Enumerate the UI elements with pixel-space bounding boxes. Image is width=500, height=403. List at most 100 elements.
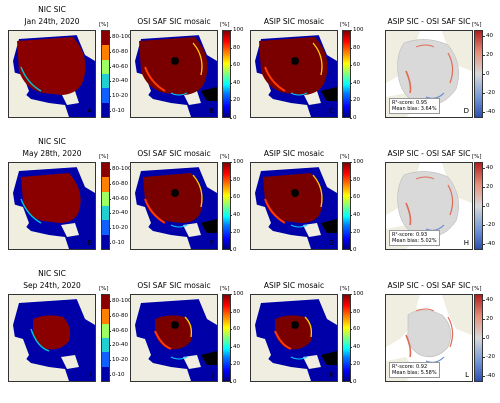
panel-letter: F — [209, 239, 214, 247]
colorbar-tick: -20 — [483, 90, 495, 96]
colorbar-tick: 0 — [230, 247, 237, 253]
colorbar-unit: [%] — [99, 154, 109, 160]
colorbar-tick: 10-20 — [109, 93, 128, 99]
diff-panel-title: ASIP SIC - OSI SAF SIC — [387, 281, 471, 290]
panel-letter: J — [211, 371, 214, 379]
colorbar-tick: 80 — [230, 308, 240, 315]
panel-letter: B — [209, 107, 214, 115]
colorbar-tick: 40 — [350, 211, 360, 218]
colorbar-segment — [102, 88, 109, 103]
colorbar-segment — [102, 366, 109, 381]
asip-colorbar — [342, 294, 351, 382]
nic-map: A — [8, 30, 96, 118]
colorbar-tick: 40 — [483, 297, 493, 303]
colorbar-tick: 0 — [350, 115, 357, 121]
colorbar-tick: -40 — [483, 373, 495, 379]
colorbar-tick: 0-10 — [108, 371, 125, 378]
colorbar-tick: 20 — [230, 97, 240, 104]
colorbar-tick: 60 — [350, 194, 360, 201]
colorbar-segment — [102, 45, 109, 60]
r2-score: R²-score: 0.93 — [392, 232, 428, 238]
colorbar-segment — [102, 59, 109, 75]
nic-map: I — [8, 294, 96, 382]
colorbar-segment — [102, 309, 109, 324]
colorbar-tick: 80 — [350, 176, 360, 183]
colorbar-tick: 100 — [230, 159, 244, 165]
colorbar-tick: 60 — [350, 326, 360, 333]
panel-letter: H — [463, 239, 469, 247]
colorbar-tick: 60 — [230, 62, 240, 69]
osi-colorbar — [222, 294, 231, 382]
asip-map: C — [250, 30, 338, 118]
colorbar-unit: [%] — [220, 286, 230, 292]
stats-box: R²-score: 0.92 Mean bias: 5.58% — [389, 362, 440, 378]
diff-map: D R²-score: 0.95 Mean bias: 3.64% — [385, 30, 473, 118]
colorbar-unit: [%] — [340, 22, 350, 28]
colorbar-tick: 40-60 — [109, 327, 128, 334]
nic-colorbar — [101, 30, 110, 118]
colorbar-tick: 20-40 — [109, 210, 128, 217]
colorbar-segment — [102, 206, 109, 221]
colorbar-segment — [102, 323, 109, 339]
colorbar-tick: 20-40 — [109, 78, 128, 85]
stats-box: R²-score: 0.95 Mean bias: 3.64% — [389, 98, 440, 114]
colorbar-tick: 20 — [483, 184, 493, 190]
colorbar-tick: 100 — [350, 27, 364, 33]
diff-colorbar — [474, 162, 483, 250]
nic-panel-title: NIC SIC — [38, 5, 66, 14]
colorbar-tick: 0 — [350, 379, 357, 385]
colorbar-tick: 40 — [230, 211, 240, 218]
panel-letter: G — [328, 239, 334, 247]
colorbar-tick: 0 — [230, 115, 237, 121]
colorbar-tick: 20 — [230, 229, 240, 236]
nic-colorbar — [101, 162, 110, 250]
nic-panel-title: Jan 24th, 2020 — [24, 17, 80, 26]
colorbar-tick: 40-60 — [109, 63, 128, 70]
colorbar-unit: [%] — [472, 154, 482, 160]
colorbar-tick: 60 — [230, 326, 240, 333]
osi-map: J — [130, 294, 218, 382]
asip-panel-title: ASIP SIC mosaic — [263, 149, 325, 158]
colorbar-unit: [%] — [340, 286, 350, 292]
colorbar-segment — [102, 352, 109, 367]
colorbar-tick: 100 — [230, 291, 244, 297]
colorbar-segment — [102, 74, 109, 89]
colorbar-unit: [%] — [340, 154, 350, 160]
colorbar-segment — [102, 295, 109, 310]
nic-panel-title: NIC SIC — [38, 137, 66, 146]
colorbar-tick: 0 — [483, 203, 490, 209]
nic-colorbar — [101, 294, 110, 382]
colorbar-tick: 0 — [483, 335, 490, 341]
panel-letter: A — [87, 107, 92, 115]
colorbar-tick: 20 — [483, 52, 493, 58]
colorbar-tick: 100 — [350, 159, 364, 165]
nic-map: E — [8, 162, 96, 250]
colorbar-tick: 100 — [350, 291, 364, 297]
mean-bias: Mean bias: 3.64% — [392, 106, 437, 112]
colorbar-tick: -40 — [483, 241, 495, 247]
colorbar-unit: [%] — [99, 286, 109, 292]
colorbar-tick: 60-80 — [109, 313, 128, 319]
colorbar-unit: [%] — [220, 154, 230, 160]
colorbar-tick: 40 — [483, 165, 493, 171]
colorbar-tick: 80 — [350, 44, 360, 51]
colorbar-tick: 10-20 — [109, 357, 128, 363]
colorbar-tick: 80 — [230, 44, 240, 51]
colorbar-unit: [%] — [220, 22, 230, 28]
diff-colorbar — [474, 30, 483, 118]
colorbar-tick: -20 — [483, 222, 495, 228]
asip-colorbar — [342, 30, 351, 118]
nic-panel-title: May 28th, 2020 — [22, 149, 82, 158]
colorbar-tick: 10-20 — [109, 225, 128, 231]
colorbar-tick: 80 — [350, 308, 360, 315]
colorbar-tick: 40 — [350, 79, 360, 86]
r2-score: R²-score: 0.95 — [392, 100, 428, 106]
colorbar-segment — [102, 234, 109, 249]
osi-panel-title: OSI SAF SIC mosaic — [137, 149, 211, 158]
colorbar-tick: 0 — [350, 247, 357, 253]
colorbar-tick: 0 — [483, 71, 490, 77]
nic-panel-title: NIC SIC — [38, 269, 66, 278]
colorbar-segment — [102, 102, 109, 117]
colorbar-tick: 40 — [350, 343, 360, 350]
